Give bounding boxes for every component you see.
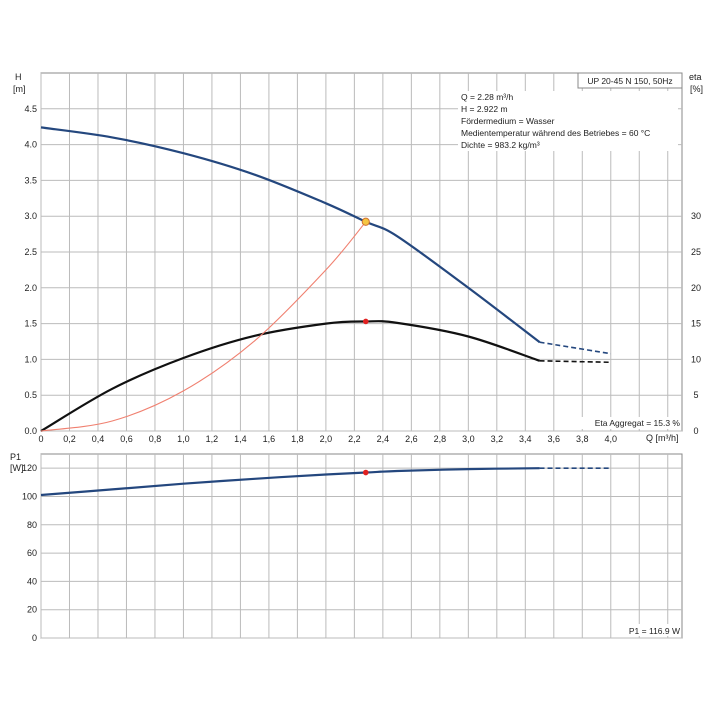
x-tick-label: 2,8 bbox=[434, 434, 447, 444]
info-line-h: H = 2.922 m bbox=[461, 104, 508, 114]
duty-point-power bbox=[362, 469, 369, 476]
head-curve bbox=[40, 126, 541, 344]
p1-value-label: P1 = 116.9 W bbox=[629, 626, 680, 636]
efficiency-curve bbox=[40, 320, 540, 432]
power-curve bbox=[40, 467, 540, 497]
h-tick-label: 1.0 bbox=[24, 354, 37, 364]
lower-grid bbox=[40, 454, 682, 639]
h-tick-label: 2.5 bbox=[24, 247, 37, 257]
eta-axis-unit: [%] bbox=[690, 84, 703, 94]
h-tick-label: 2.0 bbox=[24, 283, 37, 293]
eta-aggregat-label: Eta Aggregat = 15.3 % bbox=[595, 418, 681, 428]
info-line-medium: Fördermedium = Wasser bbox=[461, 116, 555, 126]
lower-plot-area bbox=[40, 453, 683, 639]
x-tick-label: 3,4 bbox=[519, 434, 532, 444]
eta-axis-label: eta bbox=[689, 72, 702, 82]
h-tick-label: 3.5 bbox=[24, 175, 37, 185]
x-tick-label: 0 bbox=[38, 434, 43, 444]
x-tick-label: 1,2 bbox=[206, 434, 219, 444]
info-line-q: Q = 2.28 m³/h bbox=[461, 92, 513, 102]
duty-point-head bbox=[361, 217, 370, 226]
x-tick-label: 3,8 bbox=[576, 434, 589, 444]
x-tick-label: 1,0 bbox=[177, 434, 190, 444]
eta-label-bg bbox=[578, 417, 680, 429]
efficiency-curve-extension bbox=[539, 360, 611, 364]
h-tick-label: 4.5 bbox=[24, 104, 37, 114]
duty-point-efficiency bbox=[362, 318, 369, 325]
h-axis-unit: [m] bbox=[13, 84, 26, 94]
eta-tick-label: 0 bbox=[693, 426, 698, 436]
x-tick-label: 3,0 bbox=[462, 434, 475, 444]
h-tick-label: 4.0 bbox=[24, 140, 37, 150]
x-tick-label: 2,4 bbox=[377, 434, 390, 444]
p1-tick-label: 60 bbox=[27, 548, 37, 558]
info-line-temperature: Medientemperatur während des Betriebes =… bbox=[461, 128, 650, 138]
upper-tick-labels: 0 0,2 0,4 0,6 0,8 1,0 1,2 1,4 1,6 1,8 2,0 2,2 2,4 2,6… bbox=[24, 104, 701, 444]
eta-tick-label: 10 bbox=[691, 354, 701, 364]
eta-tick-label: 25 bbox=[691, 247, 701, 257]
x-tick-label: 4,0 bbox=[605, 434, 618, 444]
info-line-density: Dichte = 983.2 kg/m³ bbox=[461, 140, 540, 150]
p1-tick-label: 120 bbox=[22, 463, 37, 473]
x-tick-label: 0,4 bbox=[92, 434, 105, 444]
system-curve bbox=[40, 221, 367, 432]
eta-tick-label: 15 bbox=[691, 319, 701, 329]
legend-box-text: UP 20-45 N 150, 50Hz bbox=[587, 76, 672, 86]
eta-tick-label: 5 bbox=[693, 390, 698, 400]
p1-tick-label: 100 bbox=[22, 491, 37, 501]
p1-axis-unit: [W] bbox=[10, 463, 24, 473]
x-tick-label: 3,6 bbox=[548, 434, 561, 444]
x-tick-label: 2,2 bbox=[348, 434, 361, 444]
p1-tick-label: 0 bbox=[32, 633, 37, 643]
x-tick-label: 1,6 bbox=[263, 434, 276, 444]
eta-tick-label: 20 bbox=[691, 283, 701, 293]
x-tick-label: 0,6 bbox=[120, 434, 133, 444]
x-tick-label: 2,0 bbox=[320, 434, 333, 444]
legend-box bbox=[577, 72, 683, 89]
x-tick-label: 0,8 bbox=[149, 434, 162, 444]
p1-tick-label: 40 bbox=[27, 576, 37, 586]
h-tick-label: 1.5 bbox=[24, 319, 37, 329]
q-axis-label: Q [m³/h] bbox=[646, 433, 679, 443]
eta-tick-label: 30 bbox=[691, 211, 701, 221]
x-tick-label: 0,2 bbox=[63, 434, 76, 444]
x-tick-label: 1,4 bbox=[234, 434, 247, 444]
x-tick-label: 1,8 bbox=[291, 434, 304, 444]
h-tick-label: 0.5 bbox=[24, 390, 37, 400]
h-tick-label: 0.0 bbox=[24, 426, 37, 436]
p1-tick-label: 80 bbox=[27, 520, 37, 530]
h-tick-label: 3.0 bbox=[24, 211, 37, 221]
lower-tick-labels: 0 20 40 60 80 100 120 bbox=[22, 463, 37, 643]
lower-series bbox=[40, 467, 611, 497]
x-tick-label: 2,6 bbox=[405, 434, 418, 444]
p1-tick-label: 20 bbox=[27, 605, 37, 615]
h-axis-label: H bbox=[15, 72, 22, 82]
p1-label-bg bbox=[612, 624, 680, 636]
info-box bbox=[458, 91, 678, 151]
p1-axis-label: P1 bbox=[10, 452, 21, 462]
upper-series bbox=[40, 126, 611, 432]
head-curve-extension bbox=[539, 341, 611, 355]
x-tick-label: 3,2 bbox=[491, 434, 504, 444]
